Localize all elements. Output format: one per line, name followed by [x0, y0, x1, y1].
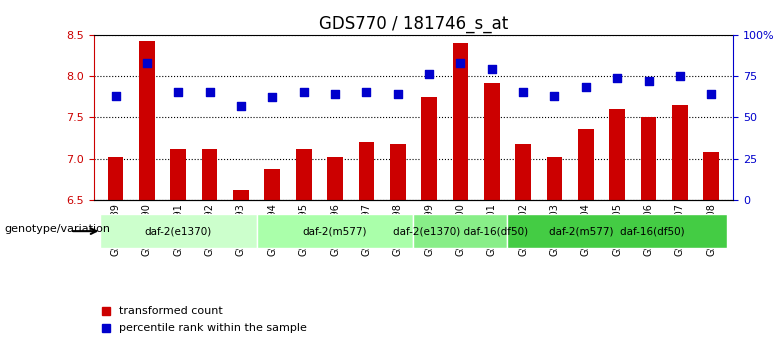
Point: [548, 93, 561, 99]
FancyBboxPatch shape: [508, 214, 727, 248]
Bar: [202, 149, 218, 200]
Point: [204, 90, 216, 95]
Bar: [264, 169, 280, 200]
Point: [266, 95, 278, 100]
Text: genotype/variation: genotype/variation: [4, 225, 110, 234]
Point: [517, 90, 530, 95]
Bar: [704, 152, 719, 200]
Bar: [609, 109, 625, 200]
Point: [485, 67, 498, 72]
Text: daf-2(e1370) daf-16(df50): daf-2(e1370) daf-16(df50): [393, 226, 528, 236]
Point: [172, 90, 185, 95]
Bar: [516, 144, 531, 200]
Text: daf-2(e1370): daf-2(e1370): [144, 226, 212, 236]
Bar: [108, 157, 123, 200]
Point: [580, 85, 592, 90]
Bar: [672, 105, 688, 200]
Point: [642, 78, 654, 83]
FancyBboxPatch shape: [413, 214, 508, 248]
Title: GDS770 / 181746_s_at: GDS770 / 181746_s_at: [319, 15, 508, 33]
Bar: [452, 43, 468, 200]
Text: daf-2(m577)  daf-16(df50): daf-2(m577) daf-16(df50): [549, 226, 685, 236]
Point: [674, 73, 686, 79]
Point: [392, 91, 404, 97]
Bar: [640, 117, 657, 200]
Point: [611, 75, 623, 80]
Point: [454, 60, 466, 66]
Point: [329, 91, 342, 97]
Text: daf-2(m577): daf-2(m577): [303, 226, 367, 236]
Bar: [139, 41, 154, 200]
Point: [423, 71, 435, 77]
Point: [705, 91, 718, 97]
Point: [235, 103, 247, 108]
Point: [297, 90, 310, 95]
Bar: [484, 82, 500, 200]
Bar: [578, 129, 594, 200]
Bar: [170, 149, 186, 200]
Point: [140, 60, 153, 66]
Point: [109, 93, 122, 99]
Text: percentile rank within the sample: percentile rank within the sample: [119, 323, 307, 333]
Bar: [359, 142, 374, 200]
Bar: [233, 190, 249, 200]
Bar: [390, 144, 406, 200]
Bar: [296, 149, 311, 200]
FancyBboxPatch shape: [257, 214, 413, 248]
Bar: [547, 157, 562, 200]
Point: [360, 90, 373, 95]
Bar: [421, 97, 437, 200]
FancyBboxPatch shape: [100, 214, 257, 248]
Bar: [327, 157, 343, 200]
Text: transformed count: transformed count: [119, 306, 223, 316]
